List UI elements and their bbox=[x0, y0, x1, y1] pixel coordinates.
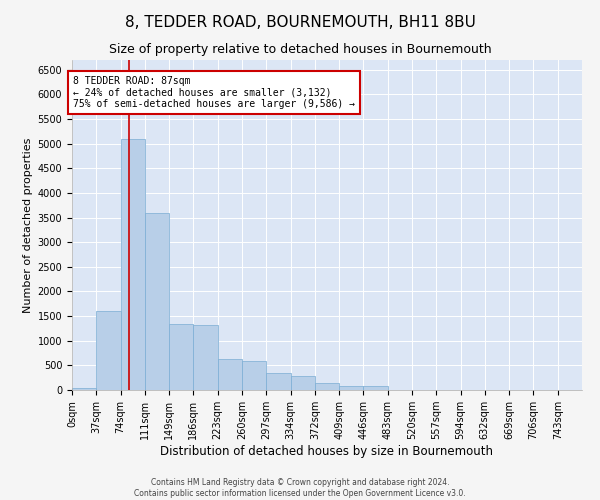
Bar bbox=[290, 376, 315, 390]
Bar bbox=[121, 139, 145, 390]
Bar bbox=[364, 386, 388, 390]
Text: Size of property relative to detached houses in Bournemouth: Size of property relative to detached ho… bbox=[109, 42, 491, 56]
Text: 8, TEDDER ROAD, BOURNEMOUTH, BH11 8BU: 8, TEDDER ROAD, BOURNEMOUTH, BH11 8BU bbox=[125, 15, 475, 30]
Bar bbox=[193, 325, 218, 390]
Text: Contains HM Land Registry data © Crown copyright and database right 2024.
Contai: Contains HM Land Registry data © Crown c… bbox=[134, 478, 466, 498]
Bar bbox=[169, 324, 193, 390]
X-axis label: Distribution of detached houses by size in Bournemouth: Distribution of detached houses by size … bbox=[161, 445, 493, 458]
Bar bbox=[315, 383, 339, 390]
Bar bbox=[145, 212, 169, 390]
Y-axis label: Number of detached properties: Number of detached properties bbox=[23, 138, 34, 312]
Bar bbox=[218, 360, 242, 390]
Bar bbox=[72, 388, 96, 390]
Bar bbox=[96, 311, 121, 390]
Text: 8 TEDDER ROAD: 87sqm
← 24% of detached houses are smaller (3,132)
75% of semi-de: 8 TEDDER ROAD: 87sqm ← 24% of detached h… bbox=[73, 76, 355, 109]
Bar bbox=[242, 362, 266, 390]
Bar bbox=[266, 373, 290, 390]
Bar bbox=[339, 386, 364, 390]
